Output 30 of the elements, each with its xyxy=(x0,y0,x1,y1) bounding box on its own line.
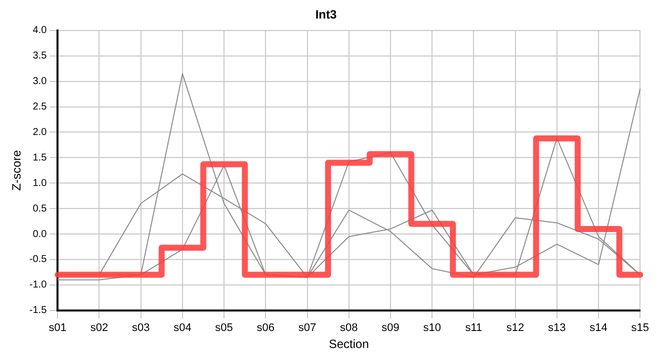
x-tick-label: s14 xyxy=(590,322,608,334)
y-tick-label: 0.5 xyxy=(32,203,48,214)
x-tick-label: s07 xyxy=(298,322,316,334)
y-tick-label: 0.0 xyxy=(32,228,48,240)
x-tick-label: s04 xyxy=(174,322,192,334)
x-tick-label: s11 xyxy=(465,322,482,334)
x-tick-label: s15 xyxy=(631,322,650,334)
x-tick-label: s10 xyxy=(423,322,441,334)
y-axis-title: Z-score xyxy=(10,150,24,191)
y-tick-label: 3.5 xyxy=(32,50,48,62)
x-axis-title: Section xyxy=(328,337,369,352)
y-tick-label: 3.0 xyxy=(32,76,48,88)
y-tick-label: 4.0 xyxy=(32,25,48,36)
x-tick-label: s06 xyxy=(256,322,275,334)
x-tick-label: s09 xyxy=(382,322,400,334)
y-tick-label: -1.5 xyxy=(29,305,48,316)
x-tick-label: s05 xyxy=(215,322,233,334)
y-tick-label: -0.5 xyxy=(29,254,48,266)
y-tick-label: 2.0 xyxy=(32,126,48,138)
x-tick-label: s03 xyxy=(132,322,150,334)
x-tick-label: s12 xyxy=(506,322,524,334)
y-tick-label: 1.0 xyxy=(32,178,48,189)
chart-title: Int3 xyxy=(315,8,337,22)
y-tick-label: 1.5 xyxy=(32,152,48,164)
x-tick-label: s08 xyxy=(340,322,358,334)
x-tick-label: s01 xyxy=(48,322,67,334)
y-tick-label: -1.0 xyxy=(29,280,48,291)
y-tick-label: 2.5 xyxy=(32,102,48,113)
x-tick-label: s13 xyxy=(548,322,566,334)
x-tick-label: s02 xyxy=(90,322,108,334)
